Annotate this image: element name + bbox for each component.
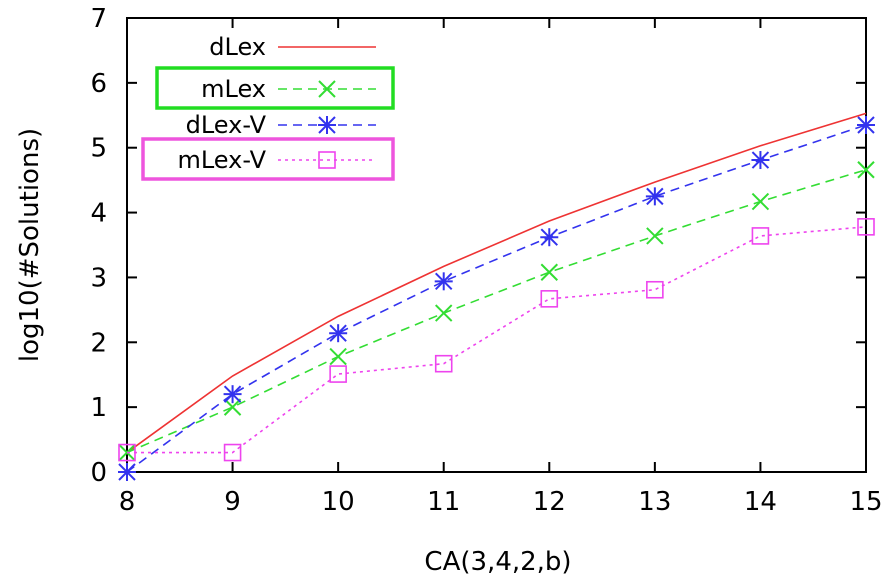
x-tick-label: 10 — [322, 487, 355, 517]
data-point — [223, 443, 242, 462]
x-tick-label: 12 — [533, 487, 566, 517]
marker-stroke — [435, 304, 453, 322]
y-tick-label: 5 — [90, 134, 107, 164]
plot-frame — [126, 17, 867, 473]
x-tick-label: 9 — [224, 487, 241, 517]
data-point — [434, 354, 453, 373]
y-tick-label: 1 — [90, 393, 107, 423]
legend-item-mlex: mLex — [155, 66, 395, 110]
x-tick-label: 14 — [744, 487, 777, 517]
data-point — [645, 187, 664, 206]
data-point — [223, 398, 242, 416]
data-point — [857, 218, 875, 236]
data-point — [540, 228, 559, 247]
y-axis-label: log10(#Solutions) — [15, 128, 45, 362]
x-tick-label: 8 — [119, 487, 136, 517]
data-point — [857, 116, 875, 135]
marker-stroke — [223, 398, 242, 416]
marker-stroke — [857, 161, 875, 179]
y-tick-label: 6 — [90, 69, 107, 99]
axes-group — [126, 17, 867, 473]
marker-stroke — [751, 192, 770, 211]
data-point — [857, 161, 875, 179]
series-dlex — [126, 112, 867, 454]
series-line — [126, 168, 867, 454]
legend-highlight-box — [155, 66, 395, 110]
x-tick-label: 11 — [427, 487, 460, 517]
legend-marker — [318, 116, 336, 134]
data-point — [540, 290, 559, 308]
data-point — [118, 463, 136, 481]
legend-label: dLex-V — [186, 111, 267, 139]
y-tick-label: 3 — [90, 263, 107, 293]
legend-item-dlex: dLex — [209, 33, 376, 61]
series-group — [118, 112, 875, 481]
legend-highlight-box — [141, 137, 395, 181]
data-point — [434, 272, 453, 291]
y-tick-label: 4 — [90, 199, 107, 229]
data-point — [751, 227, 770, 245]
data-point — [435, 304, 453, 322]
x-tick-label: 15 — [849, 487, 882, 517]
legend-marker — [318, 151, 336, 169]
legend-label: mLex — [201, 75, 266, 103]
marker-stroke — [329, 347, 347, 366]
series-line — [126, 124, 867, 473]
x-tick-label: 13 — [638, 487, 671, 517]
series-dlex-v — [118, 116, 875, 481]
data-point — [223, 385, 242, 404]
series-mlex — [118, 161, 875, 462]
data-point — [751, 192, 770, 211]
series-line — [127, 226, 867, 454]
legend: dLex mLex dLex-V mLex-V — [141, 33, 395, 181]
legend-marker — [318, 80, 336, 98]
y-tick-label: 0 — [90, 458, 107, 488]
data-point — [329, 324, 348, 343]
data-point — [329, 347, 347, 366]
marker-stroke — [646, 227, 664, 245]
data-point — [118, 443, 136, 462]
legend-label: mLex-V — [177, 146, 266, 174]
data-point — [646, 227, 664, 245]
x-axis-label: CA(3,4,2,b) — [424, 547, 571, 577]
y-tick-label: 7 — [90, 4, 107, 34]
marker-stroke — [540, 263, 558, 281]
legend-item-dlex-v: dLex-V — [186, 111, 376, 139]
series-line — [126, 112, 867, 454]
legend-label: dLex — [209, 33, 266, 61]
data-point — [751, 151, 770, 170]
legend-item-mlex-v: mLex-V — [141, 137, 395, 181]
data-point — [329, 365, 347, 383]
marker-stroke — [318, 80, 336, 98]
series-mlex-v — [118, 218, 875, 462]
data-point — [540, 263, 558, 281]
y-tick-label: 2 — [90, 328, 107, 358]
data-point — [646, 280, 664, 299]
